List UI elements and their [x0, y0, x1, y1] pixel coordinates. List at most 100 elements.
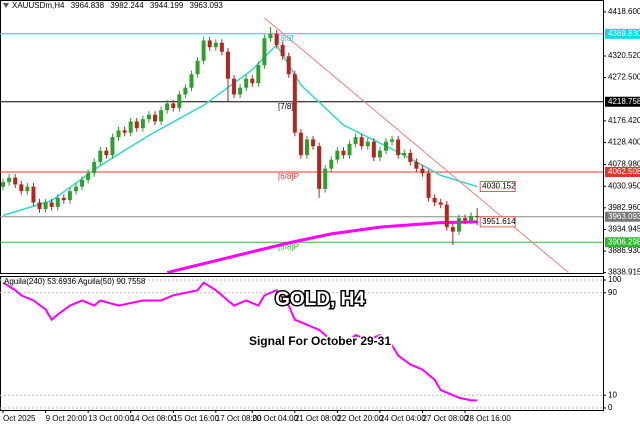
x-tick-label: 27 Oct 08:00 — [422, 414, 468, 423]
current-price-label: 3963.093 — [608, 212, 640, 221]
y-tick-label: 100 — [608, 275, 622, 284]
candle-body — [329, 159, 334, 169]
overlay-value-label: 4030.152 — [482, 182, 516, 191]
axes: 4418.600 4320.520 4272.500 4176.420 4128.400… — [2, 7, 640, 423]
x-tick-label: 13 Oct 00:00 — [88, 414, 134, 423]
candle-body — [274, 33, 279, 45]
overlay-value-label: 3951.614 — [482, 217, 516, 226]
candle-body — [341, 150, 346, 156]
candle-body — [238, 87, 243, 95]
level-value-label: 4218.758 — [608, 97, 640, 106]
x-tick-label: 24 Oct 04:00 — [380, 414, 426, 423]
main-plot: [8/8] [7/8] [6/8]P [5/8]P — [0, 17, 603, 273]
level-value-label: 4062.508 — [608, 167, 640, 176]
candle-body — [359, 137, 364, 147]
y-tick-label: 4320.520 — [608, 51, 640, 60]
y-tick-label: 3982.960 — [608, 203, 640, 212]
candle-body — [250, 78, 255, 84]
x-tick-label: 28 Oct 16:00 — [465, 414, 511, 423]
y-tick-label: 4030.950 — [608, 181, 640, 190]
overlay-line — [264, 17, 569, 273]
candle-body — [311, 139, 316, 147]
candle-body — [13, 177, 18, 185]
y-tick-label: 4272.500 — [608, 73, 640, 82]
candle-body — [19, 184, 24, 192]
candle-body — [268, 33, 273, 39]
candle-body — [402, 152, 407, 156]
main-pane — [0, 0, 604, 274]
candle-body — [426, 173, 431, 198]
indicator-plot — [0, 279, 603, 409]
candle-body — [262, 38, 267, 66]
candle-body — [73, 186, 78, 192]
x-tick-label: 21 Oct 08:00 — [295, 414, 341, 423]
candle-body — [122, 130, 127, 133]
candle-body — [304, 139, 309, 156]
candle-body — [432, 197, 437, 203]
candle-body — [371, 141, 376, 158]
current-price-box — [605, 211, 640, 222]
y-tick-label: 4128.400 — [608, 138, 640, 147]
y-tick-label: 4418.600 — [608, 7, 640, 16]
y-tick-label: 3838.915 — [608, 268, 640, 277]
candle-body — [25, 186, 30, 192]
candle-body — [396, 139, 401, 156]
candle-body — [469, 215, 474, 221]
candle-body — [383, 141, 388, 151]
candle-body — [110, 137, 115, 156]
candle-body — [420, 168, 425, 174]
candle-body — [61, 197, 66, 201]
overlay-value-box — [479, 216, 516, 228]
candle-body — [195, 60, 200, 75]
candle-body — [335, 150, 340, 160]
y-tick-label: 4176.420 — [608, 116, 640, 125]
candle-body — [43, 202, 48, 210]
candle-body — [177, 94, 182, 108]
low-value: 3944.199 — [150, 1, 184, 10]
candle-body — [104, 150, 109, 156]
header: XAUUSDm,H4 3964.838 3982.244 3944.199 39… — [12, 1, 223, 10]
level-value-box — [605, 237, 640, 248]
candle-body — [365, 141, 370, 147]
candle-body — [438, 202, 443, 205]
candle-body — [7, 177, 12, 183]
x-tick-label: 15 Oct 16:00 — [173, 414, 219, 423]
x-tick-label: 20 Oct 04:00 — [252, 414, 298, 423]
candle-body — [207, 40, 212, 48]
indicator-pane — [0, 276, 604, 411]
symbol: XAUUSDm,H4 — [12, 1, 65, 10]
candle-body — [463, 218, 468, 221]
y-tick-label: 0 — [608, 403, 613, 412]
candle-body — [55, 197, 60, 207]
candle-body — [116, 130, 121, 138]
overlay-value-box — [479, 181, 516, 192]
y-tick-label: 3886.930 — [608, 246, 640, 255]
candle-body — [444, 204, 449, 228]
candle-body — [183, 87, 188, 95]
level-value-label: 4369.830 — [608, 29, 640, 38]
candle-body — [323, 168, 328, 189]
candle-body — [408, 152, 413, 162]
candle-body — [347, 143, 352, 156]
x-tick-label: 9 Oct 20:00 — [46, 414, 88, 423]
candle-body — [159, 110, 164, 122]
candle-body — [134, 121, 139, 129]
candle-body — [280, 44, 285, 57]
candle-body — [244, 78, 249, 88]
indicator-title: Aguila(240) 53.6936 Aguila(50) 90.7558 — [4, 277, 146, 286]
candle-body — [140, 119, 145, 129]
y-tick-label: 10 — [608, 390, 617, 399]
x-tick-label: 14 Oct 08:00 — [131, 414, 177, 423]
candle-body — [49, 202, 54, 207]
level-value-box — [605, 167, 640, 178]
candle-body — [37, 202, 42, 210]
y-tick-label: 90 — [608, 288, 617, 297]
level-name: [6/8]P — [278, 172, 299, 181]
candle-body — [80, 179, 85, 187]
candle-body — [317, 146, 322, 189]
candle-body — [98, 150, 103, 162]
candle-body — [414, 161, 419, 169]
overlay-title: GOLD, H4 — [275, 289, 365, 310]
